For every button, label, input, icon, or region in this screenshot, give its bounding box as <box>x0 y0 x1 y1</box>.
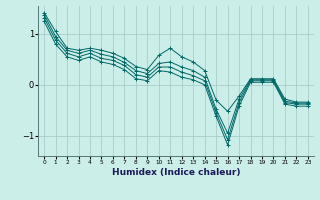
X-axis label: Humidex (Indice chaleur): Humidex (Indice chaleur) <box>112 168 240 177</box>
